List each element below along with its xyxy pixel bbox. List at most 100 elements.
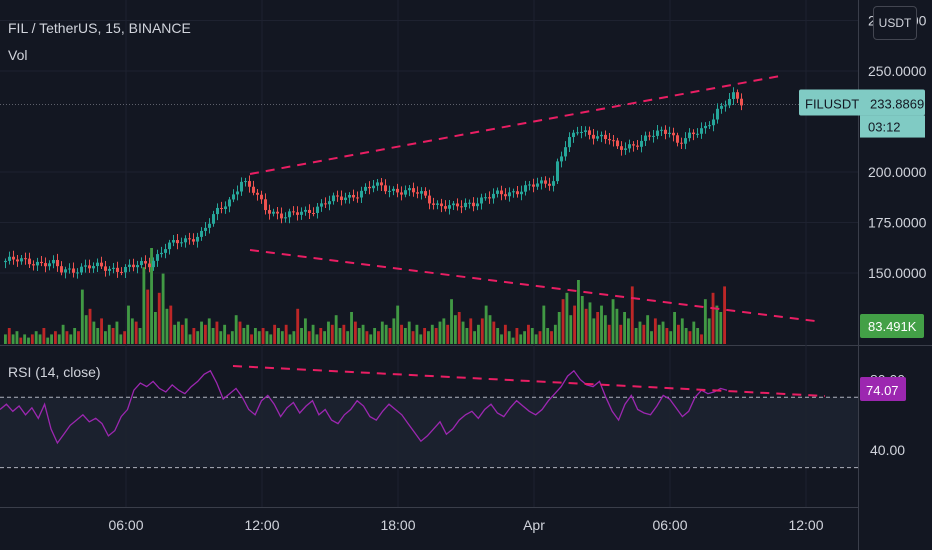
candle-body <box>112 267 115 269</box>
candle-body <box>328 201 331 205</box>
candle <box>328 195 331 211</box>
volume-bar <box>588 302 592 344</box>
candles <box>4 87 743 279</box>
volume-bar <box>342 324 346 344</box>
candle-body <box>552 181 555 186</box>
candle <box>180 237 183 247</box>
candle <box>204 221 207 237</box>
candle-body <box>520 191 523 195</box>
candle <box>612 134 615 147</box>
candle-body <box>192 239 195 242</box>
volume-bar <box>311 324 315 344</box>
vol-label[interactable]: Vol <box>8 47 28 63</box>
candle <box>552 175 555 192</box>
candle <box>256 189 259 201</box>
volume-bar <box>292 331 296 344</box>
candle-body <box>108 268 111 271</box>
candle-body <box>212 214 215 224</box>
volume-bar <box>265 331 269 344</box>
candle <box>652 130 655 143</box>
candle <box>504 188 507 200</box>
volume-bar <box>630 286 634 344</box>
volume-bar <box>488 315 492 344</box>
candle <box>664 125 667 140</box>
candle-body <box>624 148 627 150</box>
candle <box>528 181 531 191</box>
candle-body <box>588 130 591 135</box>
candle <box>300 207 303 220</box>
volume-bar <box>434 328 438 344</box>
volume-bar <box>38 334 42 344</box>
candle-body <box>96 262 99 267</box>
volume-bar <box>680 318 684 344</box>
volume-bar <box>380 321 384 344</box>
candle-body <box>444 206 447 209</box>
rsi-line <box>0 369 728 445</box>
candle-body <box>44 263 47 267</box>
candle-body <box>408 188 411 191</box>
volume-bar <box>250 334 253 344</box>
candle <box>628 139 631 153</box>
candle <box>476 197 479 211</box>
volume-bar <box>69 334 73 344</box>
candle <box>708 121 711 129</box>
volume-bar <box>492 321 496 344</box>
candle-body <box>500 190 503 195</box>
candle <box>184 235 187 248</box>
trendline-rsi-resistance <box>232 365 826 397</box>
candle-body <box>724 105 727 107</box>
candle <box>660 126 663 137</box>
candle <box>620 141 623 156</box>
currency-button[interactable]: USDT <box>873 6 917 40</box>
volume-bar <box>246 324 250 344</box>
candle <box>608 133 611 145</box>
candle <box>452 201 455 211</box>
candle-body <box>700 128 703 134</box>
candle <box>116 261 119 278</box>
candle-body <box>472 202 475 207</box>
symbol-title[interactable]: FIL / TetherUS, 15, BINANCE <box>8 20 191 36</box>
volume-bar <box>123 331 127 344</box>
candle-body <box>728 99 731 106</box>
candle-body <box>364 186 367 191</box>
volume-bar <box>73 328 77 344</box>
volume-bar <box>315 334 319 344</box>
candle-body <box>48 263 51 267</box>
candle-body <box>84 265 87 267</box>
candle-body <box>420 191 423 194</box>
candle <box>44 257 47 273</box>
candle <box>532 178 535 193</box>
candle-body <box>224 206 227 210</box>
candle-body <box>136 265 139 268</box>
candle-body <box>572 132 575 138</box>
candle <box>408 185 411 197</box>
time-tick-label: 12:00 <box>244 517 279 533</box>
volume-bar <box>127 305 130 344</box>
volume-badge-value: 83.491K <box>868 319 917 334</box>
candle <box>680 137 683 150</box>
volume-bar <box>638 321 642 344</box>
candle-body <box>384 185 387 192</box>
candle <box>360 186 363 204</box>
candle-body <box>248 181 251 187</box>
candle <box>468 199 471 209</box>
volume-bar <box>715 305 719 344</box>
candle-body <box>404 190 407 195</box>
rsi-label[interactable]: RSI (14, close) <box>8 364 101 380</box>
candle-body <box>632 144 635 146</box>
candle <box>240 177 243 196</box>
volume-bar <box>211 328 215 344</box>
volume-bar <box>377 331 380 344</box>
volume-bar <box>196 331 200 344</box>
candle <box>640 135 643 153</box>
volume-bar <box>403 328 407 344</box>
volume-bar <box>615 308 619 344</box>
candle-body <box>256 192 259 195</box>
volume-bars <box>4 248 726 344</box>
candle <box>260 190 263 204</box>
candle-body <box>252 186 255 193</box>
volume-bar <box>7 328 11 344</box>
rsi-badge-value: 74.07 <box>866 383 899 398</box>
volume-bar <box>107 324 111 344</box>
